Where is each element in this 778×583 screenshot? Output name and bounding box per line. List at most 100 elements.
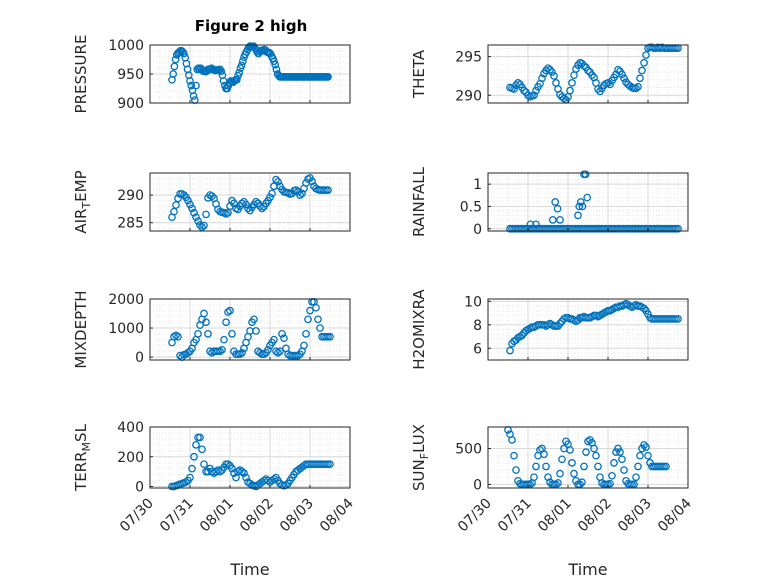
- data-point: [572, 65, 580, 73]
- data-point: [172, 201, 180, 209]
- data-point: [300, 341, 308, 350]
- data-point: [214, 466, 222, 474]
- data-point: [554, 479, 562, 487]
- data-point: [510, 451, 518, 460]
- data-point: [622, 78, 630, 86]
- data-point: [578, 478, 586, 487]
- data-point: [574, 211, 582, 220]
- data-point: [218, 345, 226, 354]
- data-point: [610, 459, 618, 467]
- y-tick-label: 2000: [108, 292, 144, 308]
- data-point: [230, 199, 238, 208]
- data-point: [312, 303, 320, 312]
- data-point: [228, 464, 236, 473]
- data-point: [326, 460, 334, 469]
- series-markers: [506, 43, 682, 104]
- data-point: [530, 473, 538, 482]
- data-point: [186, 77, 194, 85]
- series-markers: [506, 170, 682, 233]
- data-point: [634, 82, 642, 91]
- data-point: [190, 452, 198, 461]
- y-label-subscript: F: [418, 453, 431, 459]
- data-point: [308, 177, 316, 186]
- data-point: [324, 73, 332, 81]
- data-point: [194, 330, 202, 338]
- data-point: [520, 86, 528, 95]
- data-point: [638, 66, 646, 75]
- data-point: [316, 324, 324, 332]
- y-axis-label: AIRTEMP: [72, 170, 93, 233]
- data-point: [580, 462, 588, 471]
- data-point: [662, 462, 670, 471]
- data-point: [584, 66, 592, 75]
- axes-box: [149, 298, 351, 361]
- data-point: [632, 84, 640, 93]
- data-point: [272, 65, 281, 74]
- data-point: [270, 57, 278, 66]
- data-point: [514, 79, 522, 87]
- data-point: [216, 347, 224, 356]
- data-point: [608, 471, 616, 480]
- data-point: [546, 65, 554, 74]
- data-point: [217, 67, 226, 75]
- y-tick-label: 10: [464, 294, 482, 310]
- data-point: [604, 79, 612, 87]
- data-point: [237, 61, 246, 70]
- data-point: [530, 91, 538, 100]
- x-axis-label: Time: [567, 560, 607, 579]
- data-point: [258, 204, 266, 213]
- data-point: [314, 315, 322, 324]
- data-point: [618, 70, 626, 79]
- data-point: [268, 189, 276, 198]
- series-markers: [168, 298, 334, 361]
- y-tick-label: 8: [473, 318, 482, 334]
- data-point: [582, 448, 590, 456]
- y-label-tail: EMP: [72, 170, 90, 201]
- data-point: [220, 335, 228, 344]
- data-point: [536, 446, 544, 454]
- y-label-subscript: T: [80, 202, 93, 210]
- data-point: [188, 204, 196, 213]
- chart-rainfall: 0 0.5 1 RAINFALL: [410, 166, 689, 238]
- data-point: [540, 450, 548, 459]
- y-tick-label: 950: [117, 67, 144, 83]
- data-point: [280, 334, 288, 343]
- data-point: [242, 473, 250, 482]
- data-point: [272, 175, 280, 184]
- y-axis-label: RAINFALL: [410, 166, 428, 237]
- data-point: [260, 350, 268, 359]
- y-label-base: TERR: [72, 451, 90, 492]
- data-point: [566, 86, 574, 95]
- data-point: [226, 306, 234, 315]
- data-point: [588, 71, 596, 80]
- data-point: [556, 90, 564, 99]
- data-point: [200, 221, 208, 230]
- data-point: [554, 322, 562, 330]
- data-point: [200, 309, 208, 318]
- data-point: [240, 469, 248, 477]
- data-point: [581, 170, 590, 179]
- data-point: [232, 75, 241, 84]
- data-point: [508, 436, 516, 444]
- data-point: [186, 200, 194, 209]
- data-point: [224, 308, 232, 316]
- data-point: [526, 220, 535, 229]
- data-point: [632, 473, 640, 482]
- data-point: [551, 198, 560, 206]
- data-point: [174, 332, 182, 341]
- data-point: [644, 451, 652, 460]
- data-point: [230, 469, 238, 477]
- data-point: [222, 318, 230, 327]
- y-tick-label: 6: [473, 341, 482, 357]
- y-tick-label: 500: [455, 442, 482, 458]
- chart-terrmsl: 07/30 07/31 08/01 08/02 08/03 08/040200400TER…: [72, 420, 357, 579]
- y-axis-label: SUNFLUX: [410, 424, 431, 491]
- data-point: [548, 68, 556, 76]
- data-point: [170, 62, 179, 71]
- data-point: [256, 202, 264, 210]
- data-point: [224, 208, 232, 217]
- y-label-tail: SL: [72, 423, 90, 442]
- data-point: [174, 194, 182, 203]
- figure-title: Figure 2 high: [195, 17, 308, 35]
